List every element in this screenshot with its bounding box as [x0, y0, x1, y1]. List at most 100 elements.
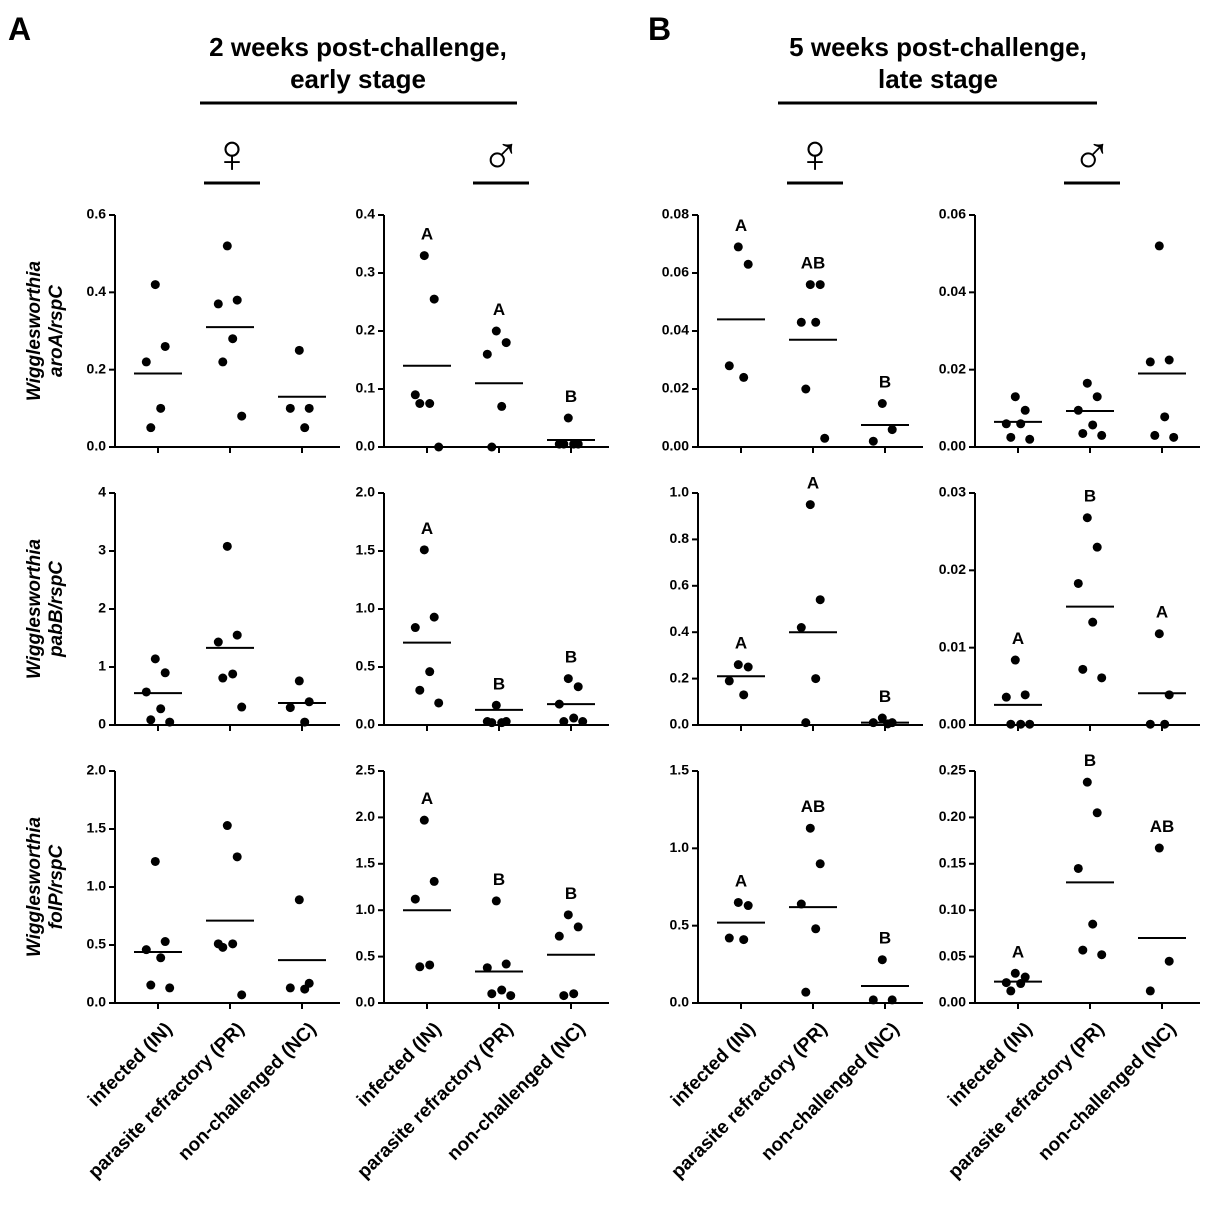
group-title: 2 weeks post-challenge, — [209, 32, 507, 62]
data-point — [1073, 863, 1083, 873]
data-point — [724, 676, 734, 686]
data-point — [573, 922, 583, 932]
data-point — [285, 403, 295, 413]
data-point — [222, 821, 232, 831]
data-point — [1010, 392, 1020, 402]
significance-letter: A — [421, 225, 433, 244]
y-tick-label: 0.6 — [670, 577, 690, 593]
data-point — [487, 442, 497, 452]
data-point — [796, 317, 806, 327]
significance-letter: A — [735, 871, 747, 890]
data-point — [569, 989, 579, 999]
data-point — [156, 953, 166, 963]
data-point — [156, 403, 166, 413]
y-tick-label: 0.04 — [939, 283, 966, 299]
data-point — [1160, 719, 1170, 729]
data-point — [1025, 719, 1035, 729]
y-tick-label: 0.5 — [356, 947, 376, 963]
data-point — [733, 660, 743, 670]
data-point — [1145, 719, 1155, 729]
data-point — [491, 326, 501, 336]
significance-letter: AB — [801, 254, 826, 273]
y-tick-label: 0.10 — [939, 901, 966, 917]
data-point — [1006, 432, 1016, 442]
data-point — [811, 317, 821, 327]
y-tick-label: 0.5 — [670, 916, 690, 932]
data-point — [724, 933, 734, 943]
data-point — [1092, 392, 1102, 402]
data-point — [222, 241, 232, 251]
data-point — [228, 669, 238, 679]
data-point — [733, 242, 743, 252]
data-point — [1097, 430, 1107, 440]
y-tick-label: 2.0 — [87, 762, 107, 778]
data-point — [218, 673, 228, 683]
data-point — [1016, 979, 1026, 989]
data-point — [801, 718, 811, 728]
data-point — [868, 995, 878, 1005]
y-tick-label: 0.8 — [670, 530, 690, 546]
y-tick-label: 0.1 — [356, 380, 376, 396]
y-tick-label: 0.4 — [87, 283, 107, 299]
significance-letter: A — [735, 216, 747, 235]
y-tick-label: 0.4 — [356, 206, 376, 222]
y-axis-label: Wigglesworthia — [24, 538, 45, 679]
y-tick-label: 1 — [98, 658, 106, 674]
data-point — [165, 983, 175, 993]
data-point — [1154, 629, 1164, 639]
y-tick-label: 0.01 — [939, 638, 966, 654]
data-point — [1150, 430, 1160, 440]
y-tick-label: 0.02 — [939, 360, 966, 376]
data-point — [1001, 692, 1011, 702]
data-point — [150, 856, 160, 866]
significance-letter: A — [421, 789, 433, 808]
data-point — [501, 338, 511, 348]
data-point — [805, 823, 815, 833]
data-point — [801, 384, 811, 394]
data-point — [497, 718, 507, 728]
significance-letter: A — [1012, 942, 1024, 961]
y-axis-label: aroA/rspC — [46, 285, 67, 377]
data-point — [415, 685, 425, 695]
sex-symbol: ♂ — [1072, 124, 1113, 184]
data-point — [739, 690, 749, 700]
y-tick-label: 0.15 — [939, 855, 966, 871]
data-point — [415, 962, 425, 972]
data-point — [304, 697, 314, 707]
category-label: non-challenged (NC) — [757, 1019, 903, 1165]
y-tick-label: 0.2 — [356, 322, 376, 338]
data-point — [294, 676, 304, 686]
y-tick-label: 1.0 — [670, 839, 690, 855]
data-point — [811, 924, 821, 934]
data-point — [1088, 919, 1098, 929]
data-point — [419, 815, 429, 825]
data-point — [1164, 355, 1174, 365]
significance-letter: B — [565, 884, 577, 903]
data-point — [146, 423, 156, 433]
data-point — [1010, 655, 1020, 665]
y-axis-label: folP/rspC — [46, 844, 67, 929]
y-tick-label: 0.00 — [939, 994, 966, 1010]
data-point — [165, 717, 175, 727]
data-point — [300, 423, 310, 433]
data-point — [1088, 420, 1098, 430]
data-point — [1016, 419, 1026, 429]
data-point — [232, 630, 242, 640]
data-point — [237, 702, 247, 712]
data-point — [237, 411, 247, 421]
data-point — [1006, 986, 1016, 996]
data-point — [1010, 968, 1020, 978]
data-point — [1016, 719, 1026, 729]
data-point — [150, 654, 160, 664]
data-point — [724, 361, 734, 371]
data-point — [733, 897, 743, 907]
data-point — [578, 717, 588, 727]
y-tick-label: 0.0 — [87, 438, 107, 454]
data-point — [559, 439, 569, 449]
data-point — [429, 876, 439, 886]
data-point — [213, 637, 223, 647]
significance-letter: A — [1012, 629, 1024, 648]
data-point — [491, 700, 501, 710]
data-point — [160, 668, 170, 678]
significance-letter: B — [879, 929, 891, 948]
